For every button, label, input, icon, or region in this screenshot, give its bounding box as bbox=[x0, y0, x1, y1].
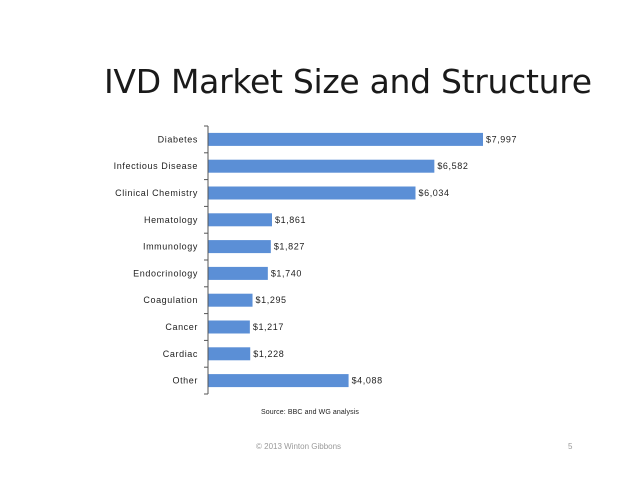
source-note: Source: BBC and WG analysis bbox=[261, 409, 360, 416]
value-label: $4,088 bbox=[352, 376, 383, 386]
value-label: $1,228 bbox=[253, 349, 284, 359]
category-label: Endocrinology bbox=[133, 268, 198, 278]
value-label: $1,295 bbox=[256, 295, 287, 305]
bar bbox=[208, 293, 253, 307]
copyright-footer: © 2013 Winton Gibbons bbox=[256, 442, 342, 451]
bar bbox=[208, 132, 483, 146]
bar bbox=[208, 159, 435, 173]
bar bbox=[208, 266, 268, 280]
page-number: 5 bbox=[568, 442, 573, 451]
category-label: Diabetes bbox=[158, 134, 198, 144]
bar bbox=[208, 213, 272, 227]
category-label: Infectious Disease bbox=[114, 161, 198, 171]
bar bbox=[208, 240, 271, 254]
value-label: $1,740 bbox=[271, 268, 302, 278]
value-label: $7,997 bbox=[486, 134, 517, 144]
value-label: $1,861 bbox=[275, 215, 306, 225]
bar bbox=[208, 347, 251, 361]
bar bbox=[208, 320, 250, 334]
category-label: Other bbox=[172, 376, 198, 386]
category-label: Coagulation bbox=[143, 295, 198, 305]
bar bbox=[208, 374, 349, 388]
category-label: Cardiac bbox=[163, 349, 198, 359]
slide-title: IVD Market Size and Structure bbox=[104, 62, 592, 101]
value-label: $6,034 bbox=[418, 188, 449, 198]
value-label: $1,217 bbox=[253, 322, 284, 332]
bar bbox=[208, 186, 416, 200]
value-label: $6,582 bbox=[437, 161, 468, 171]
category-label: Immunology bbox=[143, 242, 198, 252]
category-label: Hematology bbox=[144, 215, 198, 225]
category-label: Cancer bbox=[165, 322, 198, 332]
value-label: $1,827 bbox=[274, 242, 305, 252]
category-label: Clinical Chemistry bbox=[115, 188, 198, 198]
